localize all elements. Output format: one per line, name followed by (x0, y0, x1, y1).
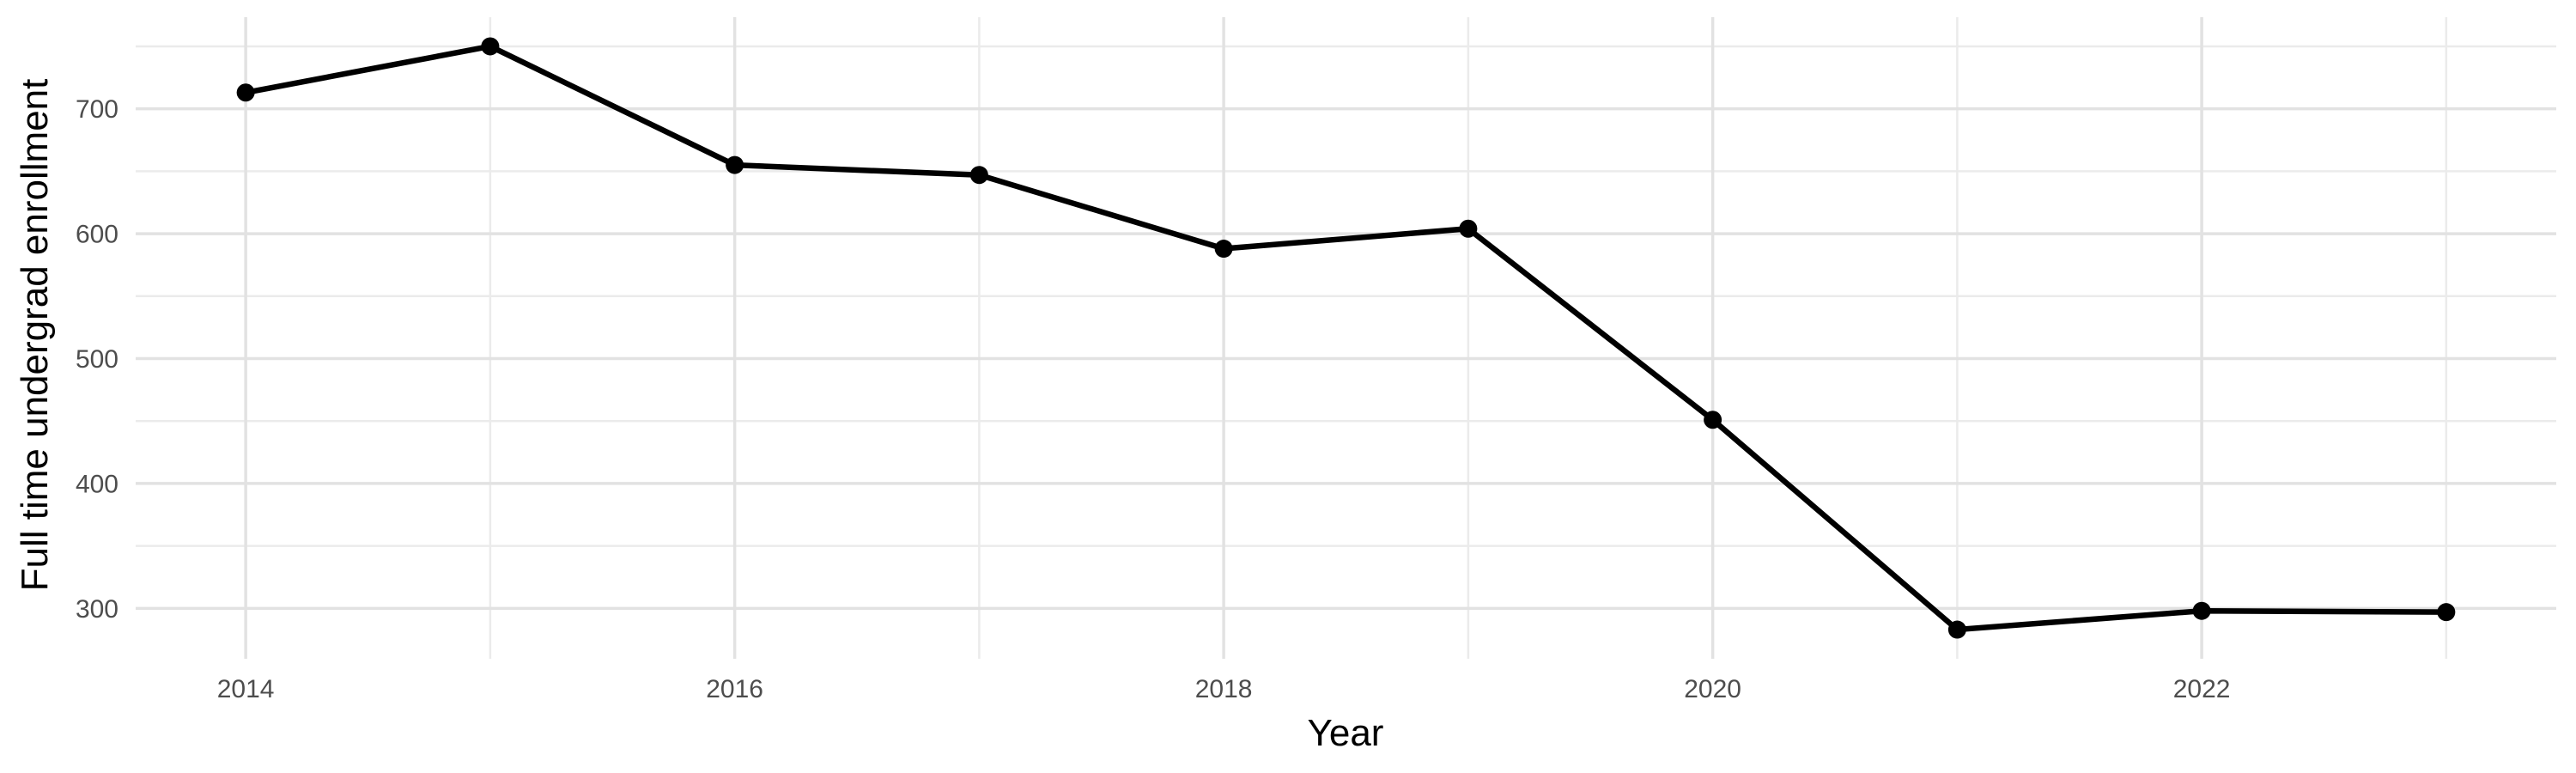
data-point-2014 (236, 83, 255, 102)
x-tick-label: 2016 (706, 675, 763, 703)
data-point-2021 (1947, 620, 1966, 639)
x-axis-tick-labels: 2014 2016 2018 2020 2022 (217, 675, 2231, 703)
x-tick-label: 2022 (2173, 675, 2231, 703)
data-point-2018 (1214, 240, 1233, 259)
y-tick-label: 600 (76, 221, 118, 249)
grid-major-layer (136, 17, 2556, 659)
y-tick-label: 300 (76, 595, 118, 624)
data-point-2019 (1459, 219, 1478, 238)
series-layer (236, 37, 2456, 639)
y-axis-title: Full time undergrad enrollment (14, 79, 56, 592)
x-axis-title: Year (1308, 712, 1384, 754)
data-point-2016 (726, 155, 744, 174)
x-tick-label: 2018 (1195, 675, 1253, 703)
enrollment-line (245, 43, 2446, 633)
data-point-2022 (2192, 601, 2211, 620)
data-point-2020 (1704, 411, 1722, 429)
data-point-2023 (2437, 603, 2456, 622)
y-tick-label: 500 (76, 345, 118, 374)
data-point-2017 (969, 166, 988, 185)
data-point-2015 (481, 37, 500, 56)
grid-minor-layer (136, 17, 2556, 659)
y-axis-tick-labels: 300 400 500 600 700 (76, 95, 118, 624)
x-tick-label: 2014 (217, 675, 275, 703)
y-tick-label: 700 (76, 95, 118, 124)
y-tick-label: 400 (76, 470, 118, 498)
x-tick-label: 2020 (1684, 675, 1741, 703)
